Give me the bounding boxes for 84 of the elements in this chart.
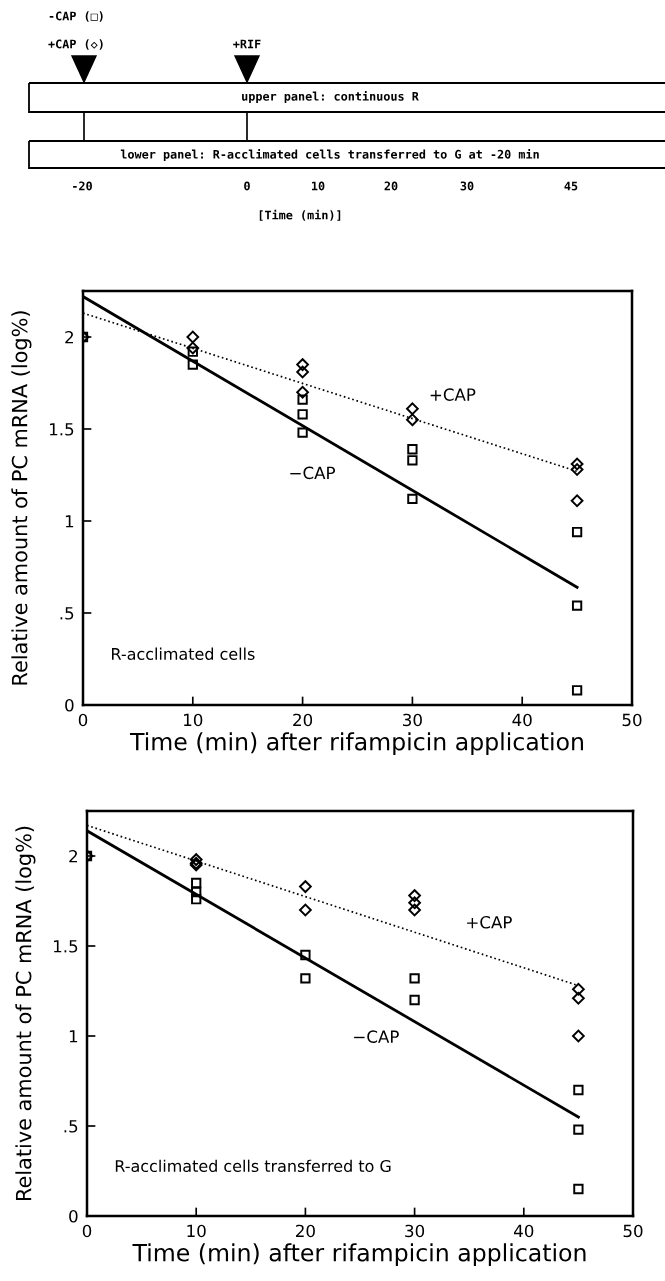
- text: 10: [311, 181, 325, 191]
- point: [573, 1124, 584, 1135]
- point: [573, 1084, 584, 1096]
- x-tick-label: 0: [82, 1224, 92, 1238]
- point: [408, 889, 421, 902]
- y-axis-title: Relative amount of PC mRNA (log%): [11, 311, 32, 685]
- x-tick-label: 50: [623, 1224, 643, 1238]
- x-tick-label: 30: [403, 713, 422, 727]
- point: [186, 341, 200, 355]
- point: [571, 526, 583, 538]
- x-axis-title: Time (min) after rifampicin application: [132, 1243, 586, 1267]
- text: lower panel: R-acclimated cells transferred to G at -20 min: [120, 148, 539, 162]
- y-tick-label: 2: [65, 330, 73, 344]
- point: [299, 903, 312, 917]
- series-label: −CAP: [354, 1030, 399, 1043]
- x-tick-label: 40: [514, 1224, 534, 1238]
- point: [300, 973, 311, 984]
- y-tick-label: 1: [65, 515, 74, 528]
- annotation: R-acclimated cells transferred to G: [115, 1159, 391, 1173]
- x-tick-label: 0: [78, 713, 88, 727]
- series-label: +CAP: [430, 388, 476, 401]
- y-tick-label: 1.5: [53, 940, 78, 953]
- point: [572, 991, 585, 1005]
- point: [191, 886, 202, 898]
- point: [573, 1183, 584, 1195]
- point: [406, 413, 419, 427]
- text: -CAP (□): [49, 11, 103, 22]
- point: [186, 330, 200, 344]
- y-tick-label: .5: [60, 607, 74, 620]
- point: [300, 949, 311, 961]
- point: [297, 409, 308, 420]
- text: +CAP (◇): [48, 39, 103, 50]
- point: [409, 973, 420, 984]
- text: [Time (min)]: [259, 209, 341, 221]
- x-tick-label: 40: [512, 713, 532, 727]
- point: [570, 494, 584, 508]
- text: upper panel: continuous R: [242, 90, 419, 104]
- text: 0: [244, 181, 250, 191]
- y-tick-label: 0: [69, 1209, 78, 1223]
- y-tick-label: 2: [69, 849, 77, 863]
- point: [297, 394, 308, 405]
- point: [406, 402, 419, 416]
- point: [408, 903, 421, 917]
- text: 45: [564, 181, 578, 191]
- y-tick-label: 0: [65, 698, 74, 712]
- point: [187, 346, 198, 357]
- point: [191, 894, 202, 905]
- y-axis-title: Relative amount of PC mRNA (log%): [15, 826, 36, 1201]
- x-tick-label: 50: [622, 713, 642, 727]
- x-tick-label: 10: [187, 1224, 206, 1238]
- x-tick-label: 20: [296, 1224, 315, 1238]
- point: [407, 493, 418, 505]
- text: 20: [384, 181, 398, 191]
- point: [191, 877, 202, 889]
- point: [572, 982, 585, 996]
- series-label: +CAP: [467, 915, 512, 929]
- point: [571, 685, 583, 696]
- series-label: −CAP: [290, 466, 335, 480]
- point: [299, 880, 312, 893]
- x-axis-title: Time (min) after rifampicin application: [129, 732, 583, 756]
- point: [187, 359, 198, 370]
- point: [572, 1029, 585, 1043]
- x-tick-label: 20: [293, 713, 313, 727]
- y-tick-label: 1.5: [49, 423, 74, 436]
- annotation: R-acclimated cells: [112, 647, 255, 660]
- point: [571, 600, 583, 611]
- x-tick-label: 30: [405, 1224, 425, 1238]
- y-tick-label: 1: [69, 1030, 78, 1043]
- point: [189, 853, 203, 866]
- point: [570, 463, 584, 476]
- text: +RIF: [233, 39, 261, 49]
- point: [409, 994, 420, 1006]
- point: [296, 365, 309, 379]
- y-tick-label: .5: [64, 1120, 78, 1133]
- point: [296, 358, 309, 371]
- point: [570, 457, 584, 471]
- point: [296, 385, 309, 399]
- point: [408, 896, 421, 910]
- text: 30: [460, 181, 474, 191]
- point: [407, 444, 418, 455]
- x-tick-label: 10: [184, 713, 203, 727]
- point: [407, 455, 418, 466]
- point: [297, 427, 308, 438]
- text: -20: [73, 181, 92, 191]
